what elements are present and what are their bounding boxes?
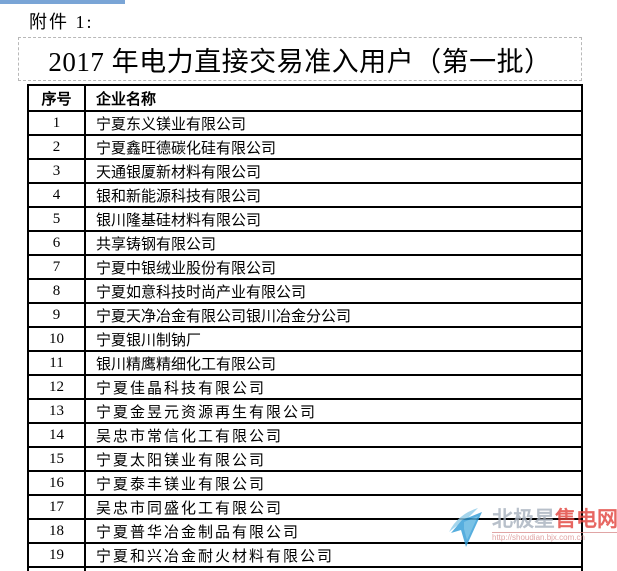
row-company-name: 宁夏金昱元资源再生有限公司: [84, 398, 583, 424]
table-row: 4 银和新能源科技有限公司: [27, 182, 583, 208]
table-row: 11 银川精鹰精细化工有限公司: [27, 350, 583, 376]
row-company-name: 宁夏中银绒业股份有限公司: [84, 254, 583, 280]
table-spill: [27, 566, 583, 571]
row-company-name: 天通银厦新材料有限公司: [84, 158, 583, 184]
attachment-label: 附件 1:: [29, 12, 94, 32]
row-serial-number: 15: [27, 446, 86, 472]
table-row: 7 宁夏中银绒业股份有限公司: [27, 254, 583, 280]
row-serial-number: 16: [27, 470, 86, 496]
row-company-name: 宁夏太阳镁业有限公司: [84, 446, 583, 472]
row-serial-number: 17: [27, 494, 86, 520]
row-serial-number: 11: [27, 350, 86, 376]
row-serial-number: 1: [27, 110, 86, 136]
row-company-name: 宁夏普华冶金制品有限公司: [84, 518, 583, 544]
title-box: 2017 年电力直接交易准入用户（第一批）: [18, 37, 582, 81]
row-company-name: 吴忠市常信化工有限公司: [84, 422, 583, 448]
table-row: 10 宁夏银川制钠厂: [27, 326, 583, 352]
table-row: 5 银川隆基硅材料有限公司: [27, 206, 583, 232]
table-row: 17 吴忠市同盛化工有限公司: [27, 494, 583, 520]
table-row: 19 宁夏和兴冶金耐火材料有限公司: [27, 542, 583, 568]
table-row: 6 共享铸钢有限公司: [27, 230, 583, 256]
table-row: 14 吴忠市常信化工有限公司: [27, 422, 583, 448]
row-company-name: 宁夏银川制钠厂: [84, 326, 583, 352]
row-company-name: 银和新能源科技有限公司: [84, 182, 583, 208]
table-row: 12 宁夏佳晶科技有限公司: [27, 374, 583, 400]
header-company-name: 企业名称: [84, 84, 583, 112]
row-company-name: 宁夏东义镁业有限公司: [84, 110, 583, 136]
table-row: 2 宁夏鑫旺德碳化硅有限公司: [27, 134, 583, 160]
row-serial-number: 9: [27, 302, 86, 328]
row-company-name: 宁夏和兴冶金耐火材料有限公司: [84, 542, 583, 568]
table-header: 序号 企业名称: [27, 84, 583, 112]
page-title: 2017 年电力直接交易准入用户（第一批）: [48, 46, 552, 77]
row-serial-number: 12: [27, 374, 86, 400]
row-company-name: 宁夏天净冶金有限公司银川冶金分公司: [84, 302, 583, 328]
table-row: 13 宁夏金昱元资源再生有限公司: [27, 398, 583, 424]
top-accent-bar: [0, 0, 125, 4]
row-serial-number: 14: [27, 422, 86, 448]
row-serial-number: 8: [27, 278, 86, 304]
row-company-name: 吴忠市同盛化工有限公司: [84, 494, 583, 520]
table-row: 1 宁夏东义镁业有限公司: [27, 110, 583, 136]
table-row: 3 天通银厦新材料有限公司: [27, 158, 583, 184]
row-company-name: 银川隆基硅材料有限公司: [84, 206, 583, 232]
row-serial-number: 4: [27, 182, 86, 208]
row-serial-number: 18: [27, 518, 86, 544]
row-company-name: 宁夏泰丰镁业有限公司: [84, 470, 583, 496]
row-company-name: 共享铸钢有限公司: [84, 230, 583, 256]
table-row: 8 宁夏如意科技时尚产业有限公司: [27, 278, 583, 304]
row-serial-number: 10: [27, 326, 86, 352]
table-body: 1 宁夏东义镁业有限公司 2 宁夏鑫旺德碳化硅有限公司 3 天通银厦新材料有限公…: [27, 110, 583, 568]
company-table: 序号 企业名称 1 宁夏东义镁业有限公司 2 宁夏鑫旺德碳化硅有限公司 3 天通…: [27, 84, 583, 571]
row-serial-number: 3: [27, 158, 86, 184]
table-row: 15 宁夏太阳镁业有限公司: [27, 446, 583, 472]
table-row: 18 宁夏普华冶金制品有限公司: [27, 518, 583, 544]
row-serial-number: 2: [27, 134, 86, 160]
table-row: 16 宁夏泰丰镁业有限公司: [27, 470, 583, 496]
header-serial-number: 序号: [27, 84, 86, 112]
row-serial-number: 19: [27, 542, 86, 568]
row-serial-number: 5: [27, 206, 86, 232]
row-company-name: 宁夏佳晶科技有限公司: [84, 374, 583, 400]
row-company-name: 宁夏如意科技时尚产业有限公司: [84, 278, 583, 304]
row-serial-number: 13: [27, 398, 86, 424]
row-company-name: 宁夏鑫旺德碳化硅有限公司: [84, 134, 583, 160]
table-row: 9 宁夏天净冶金有限公司银川冶金分公司: [27, 302, 583, 328]
row-company-name: 银川精鹰精细化工有限公司: [84, 350, 583, 376]
row-serial-number: 7: [27, 254, 86, 280]
row-serial-number: 6: [27, 230, 86, 256]
